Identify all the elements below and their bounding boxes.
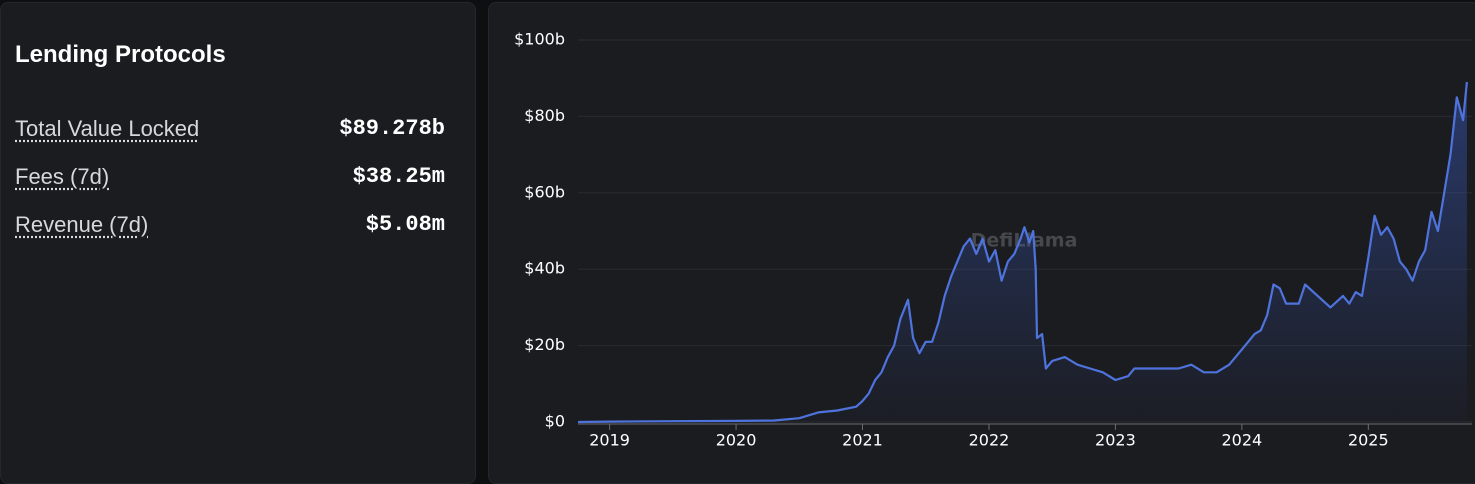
y-tick-label: $20b <box>524 335 565 354</box>
x-tick-label: 2023 <box>1095 431 1136 450</box>
panel-title: Lending Protocols <box>15 41 226 68</box>
y-tick-label: $80b <box>524 106 565 125</box>
x-tick-label: 2019 <box>589 431 630 450</box>
stat-value: $89.278b <box>339 116 445 141</box>
x-tick-label: 2025 <box>1348 431 1389 450</box>
stat-row: Fees (7d) $38.25m <box>15 164 445 194</box>
stat-row: Total Value Locked $89.278b <box>15 116 445 146</box>
y-tick-label: $100b <box>514 30 565 49</box>
x-tick-label: 2024 <box>1222 431 1263 450</box>
stat-value: $38.25m <box>352 164 445 189</box>
stat-label[interactable]: Total Value Locked <box>15 116 200 141</box>
x-tick-label: 2021 <box>842 431 883 450</box>
x-tick-label: 2020 <box>716 431 757 450</box>
summary-panel: Lending Protocols Total Value Locked $89.… <box>0 2 476 484</box>
stat-label[interactable]: Revenue (7d) <box>15 212 149 237</box>
y-tick-label: $0 <box>545 412 565 431</box>
x-tick-label: 2022 <box>969 431 1010 450</box>
y-tick-label: $60b <box>524 182 565 201</box>
y-tick-label: $40b <box>524 259 565 278</box>
stat-row: Revenue (7d) $5.08m <box>15 212 445 242</box>
stat-label[interactable]: Fees (7d) <box>15 164 110 189</box>
area-fill <box>578 82 1467 422</box>
line <box>577 81 1468 424</box>
stat-value: $5.08m <box>365 212 445 237</box>
